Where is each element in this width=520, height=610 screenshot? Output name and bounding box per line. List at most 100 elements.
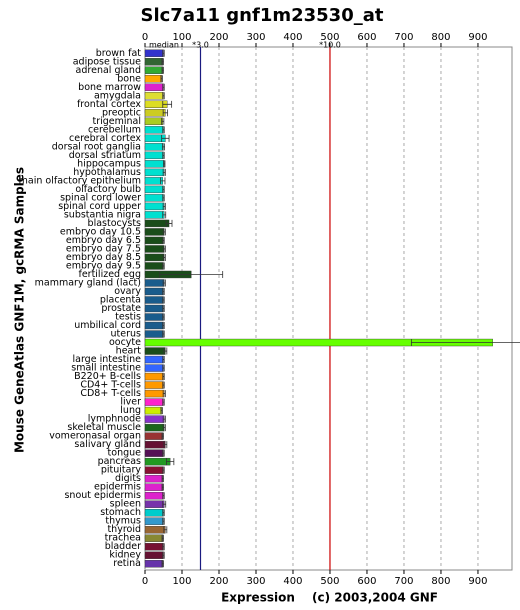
y-tick-label: skeletal muscle xyxy=(67,422,141,433)
y-tick-label: bladder xyxy=(105,541,141,552)
bar xyxy=(144,83,164,91)
x-tick-label: 300 xyxy=(246,576,265,587)
error-bar xyxy=(161,534,164,542)
bar xyxy=(144,126,164,134)
bar xyxy=(144,262,164,270)
bar xyxy=(144,449,164,457)
y-tick-label: embryo day 8.5 xyxy=(66,252,141,263)
error-bar xyxy=(162,415,166,423)
error-bar xyxy=(162,492,165,500)
bar xyxy=(144,219,170,228)
x-tick-label: 900 xyxy=(468,32,487,43)
y-tick-label: epidermis xyxy=(94,482,141,493)
error-bar xyxy=(162,356,165,364)
y-tick-label: brown fat xyxy=(96,48,142,59)
bar xyxy=(144,304,164,313)
bar xyxy=(144,228,165,236)
y-tick-label: fertilized egg xyxy=(78,269,141,280)
bar xyxy=(144,551,164,559)
y-tick-label: substantia nigra xyxy=(64,209,141,220)
bar xyxy=(144,534,163,542)
error-bar xyxy=(162,398,165,406)
bar xyxy=(144,185,164,194)
y-tick-label: tongue xyxy=(108,448,142,459)
error-bar xyxy=(160,75,163,83)
bar xyxy=(144,211,165,219)
y-tick-label: bone marrow xyxy=(78,82,141,93)
bar xyxy=(144,160,165,168)
error-bar xyxy=(162,517,165,525)
y-tick-label: embryo day 7.5 xyxy=(66,243,141,254)
error-bar xyxy=(162,83,165,91)
bar xyxy=(144,58,163,66)
chart-title: Slc7a11 gnf1m23530_at xyxy=(141,5,384,26)
error-bar xyxy=(162,228,166,236)
x-tick-label: 800 xyxy=(431,32,450,43)
error-bar xyxy=(165,219,173,227)
bar xyxy=(144,364,164,372)
error-bar xyxy=(166,458,175,466)
y-tick-label: dorsal striatum xyxy=(69,150,141,161)
y-tick-label: hippocampus xyxy=(77,158,141,169)
error-bar xyxy=(162,500,167,508)
error-bar xyxy=(162,194,165,202)
error-bar xyxy=(162,424,166,432)
bar xyxy=(144,245,165,253)
reference-label: *3.0 xyxy=(192,41,209,50)
x-axis-label: Expression xyxy=(221,591,295,605)
x-tick-label: 700 xyxy=(394,32,413,43)
error-bar xyxy=(163,160,166,168)
bar xyxy=(144,330,164,338)
y-tick-label: prostate xyxy=(101,303,141,314)
error-bar xyxy=(163,441,168,449)
bar xyxy=(144,177,163,185)
bar xyxy=(144,313,164,321)
x-tick-label: 400 xyxy=(283,576,302,587)
error-bar xyxy=(162,381,165,389)
y-tick-label: CD4+ T-cells xyxy=(80,380,141,391)
bar xyxy=(144,491,164,500)
y-tick-label: trachea xyxy=(105,533,141,544)
bar xyxy=(144,279,165,287)
error-bar xyxy=(162,390,166,398)
y-tick-label: cerebral cortex xyxy=(69,133,141,144)
y-tick-label: heart xyxy=(116,346,142,357)
error-bar xyxy=(162,287,165,295)
bar xyxy=(144,440,166,449)
y-tick-label: snout epidermis xyxy=(64,490,141,501)
bar xyxy=(144,406,162,415)
x-tick-label: 900 xyxy=(468,576,487,587)
y-tick-label: uterus xyxy=(111,329,142,340)
error-bar xyxy=(162,151,165,159)
error-bar xyxy=(162,543,165,551)
credit: (c) 2003,2004 GNF xyxy=(312,591,438,605)
error-bar xyxy=(161,432,164,440)
error-bar xyxy=(162,313,165,321)
y-tick-label: spleen xyxy=(110,499,141,510)
error-bar xyxy=(160,177,166,185)
error-bar xyxy=(161,117,165,125)
bar xyxy=(144,143,164,151)
bar xyxy=(144,347,166,355)
error-bar xyxy=(162,305,165,312)
y-tick-label: embryo day 6.5 xyxy=(66,235,141,246)
bar xyxy=(144,151,164,160)
x-tick-label: 600 xyxy=(357,32,376,43)
error-bar xyxy=(162,364,165,372)
x-tick-label: 0 xyxy=(142,576,148,587)
bar xyxy=(144,560,163,568)
bar xyxy=(144,483,163,491)
bar xyxy=(144,75,162,83)
error-bar xyxy=(162,185,165,193)
bar xyxy=(144,202,165,211)
error-bar xyxy=(160,407,163,415)
y-tick-label: stomach xyxy=(100,507,141,518)
bar xyxy=(144,474,163,483)
bar xyxy=(144,517,164,525)
x-tick-label: 700 xyxy=(394,576,413,587)
x-tick-label: 400 xyxy=(283,32,302,43)
bar xyxy=(144,194,164,202)
error-bar xyxy=(410,339,520,347)
